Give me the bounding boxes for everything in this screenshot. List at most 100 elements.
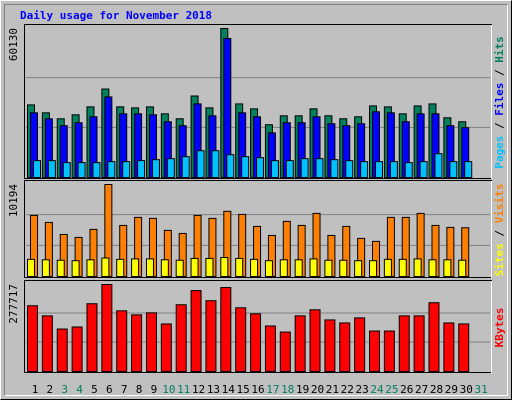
legend-separator: / <box>493 63 506 83</box>
bar <box>294 315 306 372</box>
bar <box>458 323 470 372</box>
x-tick-label: 28 <box>430 383 443 396</box>
legend-entry: KBytes <box>493 308 506 348</box>
bar <box>235 307 247 373</box>
legend-entry: Files <box>493 83 506 116</box>
x-tick-label: 17 <box>266 383 279 396</box>
bar <box>145 258 154 277</box>
bar <box>56 328 68 372</box>
x-tick-label: 20 <box>311 383 324 396</box>
bar <box>220 257 229 277</box>
x-tick-label: 31 <box>474 383 487 396</box>
bar <box>324 319 336 372</box>
bar <box>404 162 413 179</box>
bar <box>160 323 172 372</box>
x-tick-label: 19 <box>296 383 309 396</box>
bar <box>241 156 250 179</box>
bar <box>62 162 71 179</box>
bar <box>443 259 452 277</box>
x-tick-label: 11 <box>177 383 190 396</box>
bar <box>181 156 190 179</box>
bar <box>264 325 276 373</box>
bar <box>354 260 363 277</box>
bar <box>107 161 116 178</box>
bar <box>360 161 369 178</box>
x-tick-label: 21 <box>326 383 339 396</box>
bar <box>330 159 339 179</box>
x-tick-label: 10 <box>162 383 175 396</box>
legend: Pages / Files / Hits <box>493 36 506 169</box>
x-tick-label: 7 <box>121 383 128 396</box>
legend-entry: Visits <box>493 184 506 224</box>
x-tick-label: 18 <box>281 383 294 396</box>
bar <box>205 300 217 372</box>
bar <box>413 258 422 277</box>
bar <box>226 154 235 178</box>
x-tick-label: 15 <box>237 383 250 396</box>
bar <box>235 257 244 277</box>
bar <box>86 303 98 373</box>
legend-entry: Pages <box>493 136 506 169</box>
bar <box>369 330 381 372</box>
bar <box>383 258 392 278</box>
x-tick-label: 6 <box>106 383 113 396</box>
bar <box>309 258 318 277</box>
x-tick-label: 13 <box>207 383 220 396</box>
bar <box>145 312 157 372</box>
bar <box>279 331 291 372</box>
bar <box>270 160 279 178</box>
bar <box>77 162 86 179</box>
bar <box>131 314 143 373</box>
bar <box>369 260 378 277</box>
bar <box>27 258 35 278</box>
bar <box>428 259 437 277</box>
bar <box>116 258 125 278</box>
x-tick-label: 9 <box>151 383 158 396</box>
bar <box>220 287 232 373</box>
bar <box>166 158 175 178</box>
x-tick-label: 25 <box>385 383 398 396</box>
bar <box>47 160 56 178</box>
x-tick-label: 22 <box>341 383 354 396</box>
bar <box>137 160 146 178</box>
bar <box>71 326 83 372</box>
bar <box>449 161 458 178</box>
bar <box>190 290 202 372</box>
bar <box>86 259 95 277</box>
bar <box>345 160 354 178</box>
x-tick-label: 5 <box>91 383 98 396</box>
y-tick-label: 10194 <box>7 184 20 217</box>
bar <box>196 150 205 179</box>
bar <box>116 310 128 373</box>
x-tick-label: 8 <box>136 383 143 396</box>
legend-entry: Hits <box>493 36 506 63</box>
bar <box>443 322 455 373</box>
bar <box>101 284 113 372</box>
bar <box>464 161 473 178</box>
bar <box>190 257 199 277</box>
bar <box>71 260 80 277</box>
bar <box>413 315 425 372</box>
x-tick-label: 2 <box>47 383 54 396</box>
bar <box>56 259 65 278</box>
bar <box>375 161 384 178</box>
bar <box>315 158 324 178</box>
bar <box>33 160 41 178</box>
bar <box>339 259 348 278</box>
bar <box>160 259 169 277</box>
bar <box>279 259 288 277</box>
bar <box>264 260 273 277</box>
bar <box>398 258 407 278</box>
bar <box>324 259 333 278</box>
bevel <box>4 4 508 396</box>
legend-entry: Sites <box>493 243 506 276</box>
bar <box>309 309 321 373</box>
bar <box>211 150 220 179</box>
x-tick-label: 30 <box>460 383 473 396</box>
x-tick-label: 4 <box>76 383 83 396</box>
legend: KBytes <box>493 308 506 348</box>
bar <box>300 158 309 178</box>
x-tick-label: 3 <box>61 383 68 396</box>
bar <box>205 257 214 277</box>
bar <box>256 157 265 178</box>
